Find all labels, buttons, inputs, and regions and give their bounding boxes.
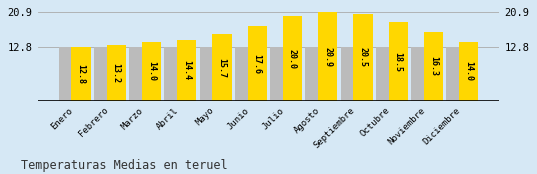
Bar <box>59 47 78 101</box>
Bar <box>106 45 126 101</box>
Bar <box>270 47 289 101</box>
Text: 20.0: 20.0 <box>288 49 297 69</box>
Text: 20.5: 20.5 <box>359 48 367 68</box>
Text: Temperaturas Medias en teruel: Temperaturas Medias en teruel <box>21 159 228 172</box>
Bar <box>200 47 219 101</box>
Bar <box>283 16 302 101</box>
Bar <box>306 47 325 101</box>
Text: 17.6: 17.6 <box>253 54 262 74</box>
Bar <box>212 34 231 101</box>
Bar <box>376 47 395 101</box>
Text: 18.5: 18.5 <box>394 52 403 72</box>
Text: 14.4: 14.4 <box>182 60 191 80</box>
Bar <box>446 47 466 101</box>
Bar <box>177 40 197 101</box>
Bar <box>71 47 91 101</box>
Text: 15.7: 15.7 <box>217 58 227 78</box>
Text: 13.2: 13.2 <box>112 63 121 83</box>
Bar <box>129 47 148 101</box>
Text: 16.3: 16.3 <box>429 56 438 76</box>
Text: 14.0: 14.0 <box>464 61 473 81</box>
Bar <box>164 47 184 101</box>
Bar <box>424 32 443 101</box>
Bar <box>411 47 431 101</box>
Bar <box>248 26 267 101</box>
Bar <box>459 42 478 101</box>
Bar <box>235 47 254 101</box>
Bar <box>389 22 408 101</box>
Bar <box>318 12 337 101</box>
Bar <box>142 42 161 101</box>
Text: 14.0: 14.0 <box>147 61 156 81</box>
Bar <box>340 47 360 101</box>
Bar <box>353 14 373 101</box>
Bar <box>94 47 113 101</box>
Text: 12.8: 12.8 <box>76 64 85 84</box>
Text: 20.9: 20.9 <box>323 47 332 67</box>
